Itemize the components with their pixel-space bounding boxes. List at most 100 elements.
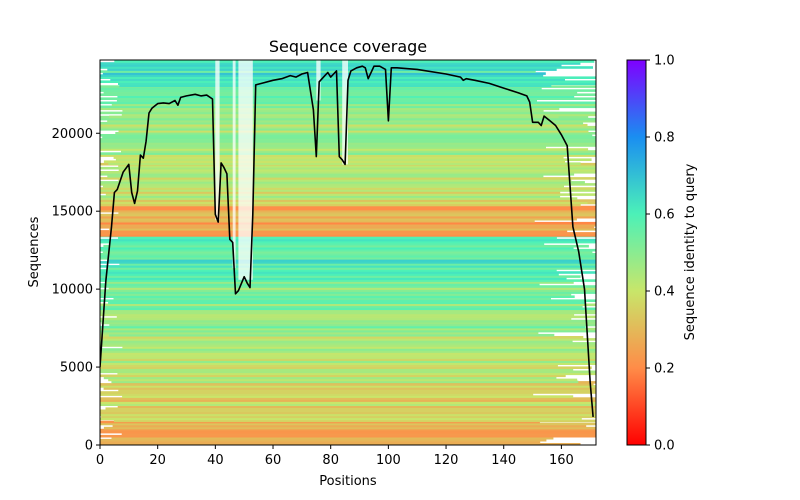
identity-stripe [100, 234, 596, 237]
colorbar [626, 59, 647, 446]
identity-stripe [100, 273, 559, 276]
identity-stripe [102, 72, 546, 75]
colorbar-tick-label: 0.4 [654, 285, 675, 300]
identity-stripe [100, 221, 596, 225]
identity-stripe [100, 199, 596, 202]
identity-stripe [100, 307, 596, 311]
identity-stripe [100, 331, 539, 335]
colorbar-tick-label: 0.8 [654, 131, 675, 146]
identity-stripe [100, 305, 583, 309]
identity-stripe [100, 319, 596, 323]
identity-stripe [100, 253, 596, 256]
identity-stripe [115, 158, 592, 161]
identity-stripe [100, 364, 558, 367]
identity-stripe [100, 399, 596, 402]
identity-stripe [100, 368, 574, 372]
x-tick-label: 100 [376, 453, 401, 468]
x-tick-label: 140 [491, 453, 516, 468]
identity-stripe [100, 181, 585, 184]
identity-stripe [100, 226, 595, 229]
gap-column [215, 60, 220, 221]
colorbar-tick-label: 0.6 [654, 208, 675, 223]
identity-stripe [100, 87, 542, 90]
identity-stripe [100, 209, 596, 213]
identity-stripe [103, 387, 596, 390]
identity-stripe [119, 263, 596, 266]
identity-stripe [109, 333, 555, 337]
identity-stripe [100, 257, 596, 260]
identity-stripe [107, 259, 596, 262]
identity-stripe [102, 136, 596, 139]
identity-stripe [100, 230, 568, 233]
identity-stripe [100, 397, 596, 400]
identity-stripe [100, 309, 596, 313]
identity-stripe [100, 438, 547, 442]
identity-stripe [100, 311, 596, 315]
identity-stripe [116, 315, 596, 319]
identity-stripe [100, 74, 544, 77]
identity-stripe [100, 277, 567, 280]
identity-stripe [103, 244, 589, 248]
identity-stripe [100, 189, 596, 192]
identity-stripe [100, 283, 540, 286]
identity-stripe [109, 323, 596, 327]
identity-stripe [100, 246, 574, 250]
identity-stripe [100, 217, 577, 221]
identity-stripe [100, 187, 596, 190]
colorbar-axis: 0.0 0.2 0.4 0.6 0.8 1.0 [646, 54, 675, 454]
identity-stripe [100, 271, 596, 274]
identity-stripe [100, 344, 596, 347]
x-tick-label: 0 [96, 453, 104, 468]
identity-stripe [100, 434, 596, 438]
identity-stripe [100, 413, 596, 417]
identity-stripe [100, 385, 596, 388]
identity-stripe [118, 169, 596, 172]
identity-stripe [118, 82, 596, 85]
identity-stripe [111, 436, 554, 440]
identity-stripe [103, 160, 566, 163]
identity-stripe [100, 417, 582, 421]
x-tick-label: 40 [207, 453, 224, 468]
identity-stripe [109, 242, 545, 246]
colorbar-tick-label: 0.0 [654, 439, 675, 454]
gap-column [232, 60, 236, 269]
identity-stripe [100, 248, 596, 252]
identity-stripe [100, 265, 596, 268]
identity-stripe [100, 303, 596, 307]
identity-stripe [116, 99, 538, 102]
identity-stripe [100, 289, 596, 292]
identity-stripe [100, 329, 596, 333]
identity-stripe [100, 358, 596, 361]
identity-stripe [100, 183, 596, 186]
x-axis: 0 20 40 60 80 100 120 140 160 [96, 445, 574, 468]
identity-stripe [100, 177, 596, 180]
identity-stripe [117, 372, 596, 376]
identity-stripe [105, 407, 596, 410]
x-tick-label: 20 [149, 453, 166, 468]
identity-stripe [100, 203, 581, 207]
identity-stripe [100, 279, 596, 282]
identity-stripe [100, 342, 596, 345]
identity-stripe [100, 362, 596, 365]
identity-stripe [100, 173, 575, 176]
identity-stripe [107, 267, 596, 270]
identity-stripe [100, 232, 596, 235]
identity-stripe [100, 374, 566, 378]
identity-stripe [100, 261, 596, 264]
gap-column [342, 60, 348, 165]
identity-stripe [100, 219, 535, 223]
identity-stripe [100, 275, 581, 278]
identity-stripe [100, 327, 596, 331]
identity-stripe [100, 354, 596, 357]
identity-stripe [103, 426, 596, 430]
identity-stripe [100, 401, 596, 404]
identity-stripe [100, 366, 592, 369]
identity-stripe [100, 299, 596, 302]
identity-stripe [108, 287, 596, 290]
identity-stripe [118, 179, 572, 182]
y-axis-label: Sequences [27, 216, 42, 287]
identity-stripe [121, 150, 596, 153]
identity-stripe [111, 103, 596, 107]
identity-stripe [102, 250, 593, 254]
identity-stripe [100, 269, 557, 272]
